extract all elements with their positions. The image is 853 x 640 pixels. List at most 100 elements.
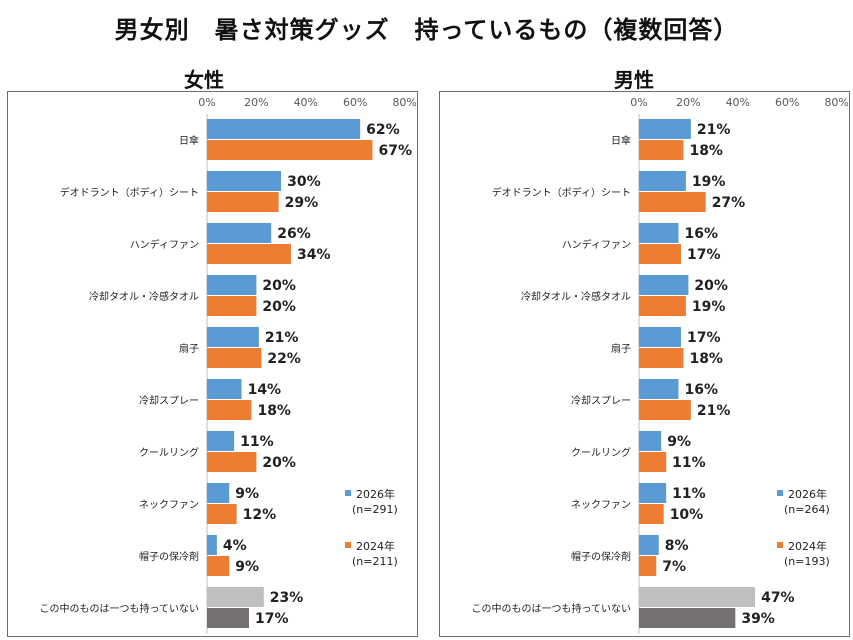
bar-2024 xyxy=(207,504,237,524)
category-label: ネックファン xyxy=(139,499,199,511)
category-label: 冷却タオル・冷感タオル xyxy=(89,290,199,303)
page-title: 男女別 暑さ対策グッズ 持っているもの（複数回答） xyxy=(114,16,739,44)
data-label: 16% xyxy=(685,382,719,398)
data-label: 10% xyxy=(670,507,704,523)
legend-swatch xyxy=(345,490,351,496)
x-tick-label: 0% xyxy=(630,96,647,109)
legend-label: 2026年 xyxy=(356,487,395,501)
bar-2026 xyxy=(639,535,659,555)
x-tick-label: 80% xyxy=(824,96,848,109)
bar-2024 xyxy=(207,608,249,628)
x-tick-label: 40% xyxy=(726,96,750,109)
category-label: ハンディファン xyxy=(130,238,199,251)
data-label: 16% xyxy=(685,226,719,242)
data-label: 12% xyxy=(243,507,277,523)
data-label: 9% xyxy=(667,434,691,450)
bar-2024 xyxy=(639,608,736,628)
data-label: 20% xyxy=(694,278,728,294)
category-label: クールリング xyxy=(571,446,631,459)
data-label: 29% xyxy=(285,195,319,211)
data-label: 27% xyxy=(712,195,746,211)
legend-n: (n=264) xyxy=(784,503,830,516)
data-label: 47% xyxy=(761,590,795,606)
category-label: 扇子 xyxy=(611,342,631,355)
bar-2024 xyxy=(207,140,373,160)
data-label: 22% xyxy=(267,351,301,367)
category-label: 日傘 xyxy=(611,135,631,147)
bar-2024 xyxy=(639,348,684,368)
x-tick-label: 20% xyxy=(244,96,268,109)
bar-2024 xyxy=(639,556,657,576)
bar-2026 xyxy=(639,379,679,399)
data-label: 20% xyxy=(262,455,296,471)
bar-chart-male: 0% 20% 40% 60% 80% 日傘 21% 18% デオドラント（ボディ）シート 19% 2… xyxy=(472,96,849,634)
category-label: デオドラント（ボディ）シート xyxy=(492,186,631,199)
bar-2026 xyxy=(639,483,667,503)
bar-2024 xyxy=(639,140,684,160)
legend-label: 2024年 xyxy=(788,539,827,553)
bar-2026 xyxy=(207,119,361,139)
category-label: この中のものは一つも持っていない xyxy=(472,602,632,615)
category-label: この中のものは一つも持っていない xyxy=(40,602,200,615)
data-label: 18% xyxy=(689,351,723,367)
data-label: 11% xyxy=(240,434,274,450)
bar-chart-female: 0% 20% 40% 60% 80% 日傘 62% 67% デオドラント（ボディ）シート 30% 2… xyxy=(40,96,417,634)
bar-2024 xyxy=(207,244,291,264)
bar-2024 xyxy=(207,192,279,212)
bar-2026 xyxy=(639,223,679,243)
legend-swatch xyxy=(345,542,351,548)
data-label: 34% xyxy=(297,247,331,263)
bar-2024 xyxy=(207,400,252,420)
bar-2026 xyxy=(207,171,282,191)
category-label: 扇子 xyxy=(179,342,199,355)
bar-2026 xyxy=(207,275,257,295)
category-label: 帽子の保冷剤 xyxy=(571,550,631,563)
category-label: デオドラント（ボディ）シート xyxy=(60,186,199,199)
x-tick-label: 20% xyxy=(676,96,700,109)
data-label: 20% xyxy=(262,278,296,294)
bar-2026 xyxy=(207,587,264,607)
category-label: 冷却スプレー xyxy=(571,394,631,407)
data-label: 20% xyxy=(262,299,296,315)
legend-swatch xyxy=(777,542,783,548)
data-label: 17% xyxy=(687,330,721,346)
data-label: 8% xyxy=(665,538,689,554)
data-label: 62% xyxy=(366,122,400,138)
chart-title-female: 女性 xyxy=(184,68,224,92)
category-label: ネックファン xyxy=(571,499,631,511)
legend-label: 2024年 xyxy=(356,539,395,553)
data-label: 18% xyxy=(257,403,291,419)
legend-n: (n=211) xyxy=(352,555,398,568)
data-label: 39% xyxy=(741,611,775,627)
bar-2026 xyxy=(639,119,691,139)
data-label: 11% xyxy=(672,486,706,502)
data-label: 19% xyxy=(692,299,726,315)
bar-2026 xyxy=(639,431,662,451)
data-label: 19% xyxy=(692,174,726,190)
bar-2026 xyxy=(207,327,259,347)
data-label: 9% xyxy=(235,486,259,502)
bar-2024 xyxy=(207,296,257,316)
category-label: 日傘 xyxy=(179,135,199,147)
bar-2024 xyxy=(639,192,706,212)
bar-2026 xyxy=(639,275,689,295)
data-label: 21% xyxy=(697,122,731,138)
bar-2024 xyxy=(207,452,257,472)
bar-2026 xyxy=(207,223,272,243)
data-label: 18% xyxy=(689,143,723,159)
bar-2026 xyxy=(207,535,217,555)
data-label: 17% xyxy=(687,247,721,263)
data-label: 26% xyxy=(277,226,311,242)
data-label: 23% xyxy=(270,590,304,606)
data-label: 9% xyxy=(235,559,259,575)
data-label: 21% xyxy=(265,330,299,346)
category-label: 冷却スプレー xyxy=(139,394,199,407)
category-label: クールリング xyxy=(139,446,199,459)
bar-2024 xyxy=(639,504,664,524)
data-label: 17% xyxy=(255,611,289,627)
chart-panel-female: 0% 20% 40% 60% 80% 日傘 62% 67% デオドラント（ボディ）シート 30% 2… xyxy=(7,91,418,637)
bar-2024 xyxy=(639,400,691,420)
legend-swatch xyxy=(777,490,783,496)
legend-label: 2026年 xyxy=(788,487,827,501)
x-tick-label: 40% xyxy=(294,96,318,109)
